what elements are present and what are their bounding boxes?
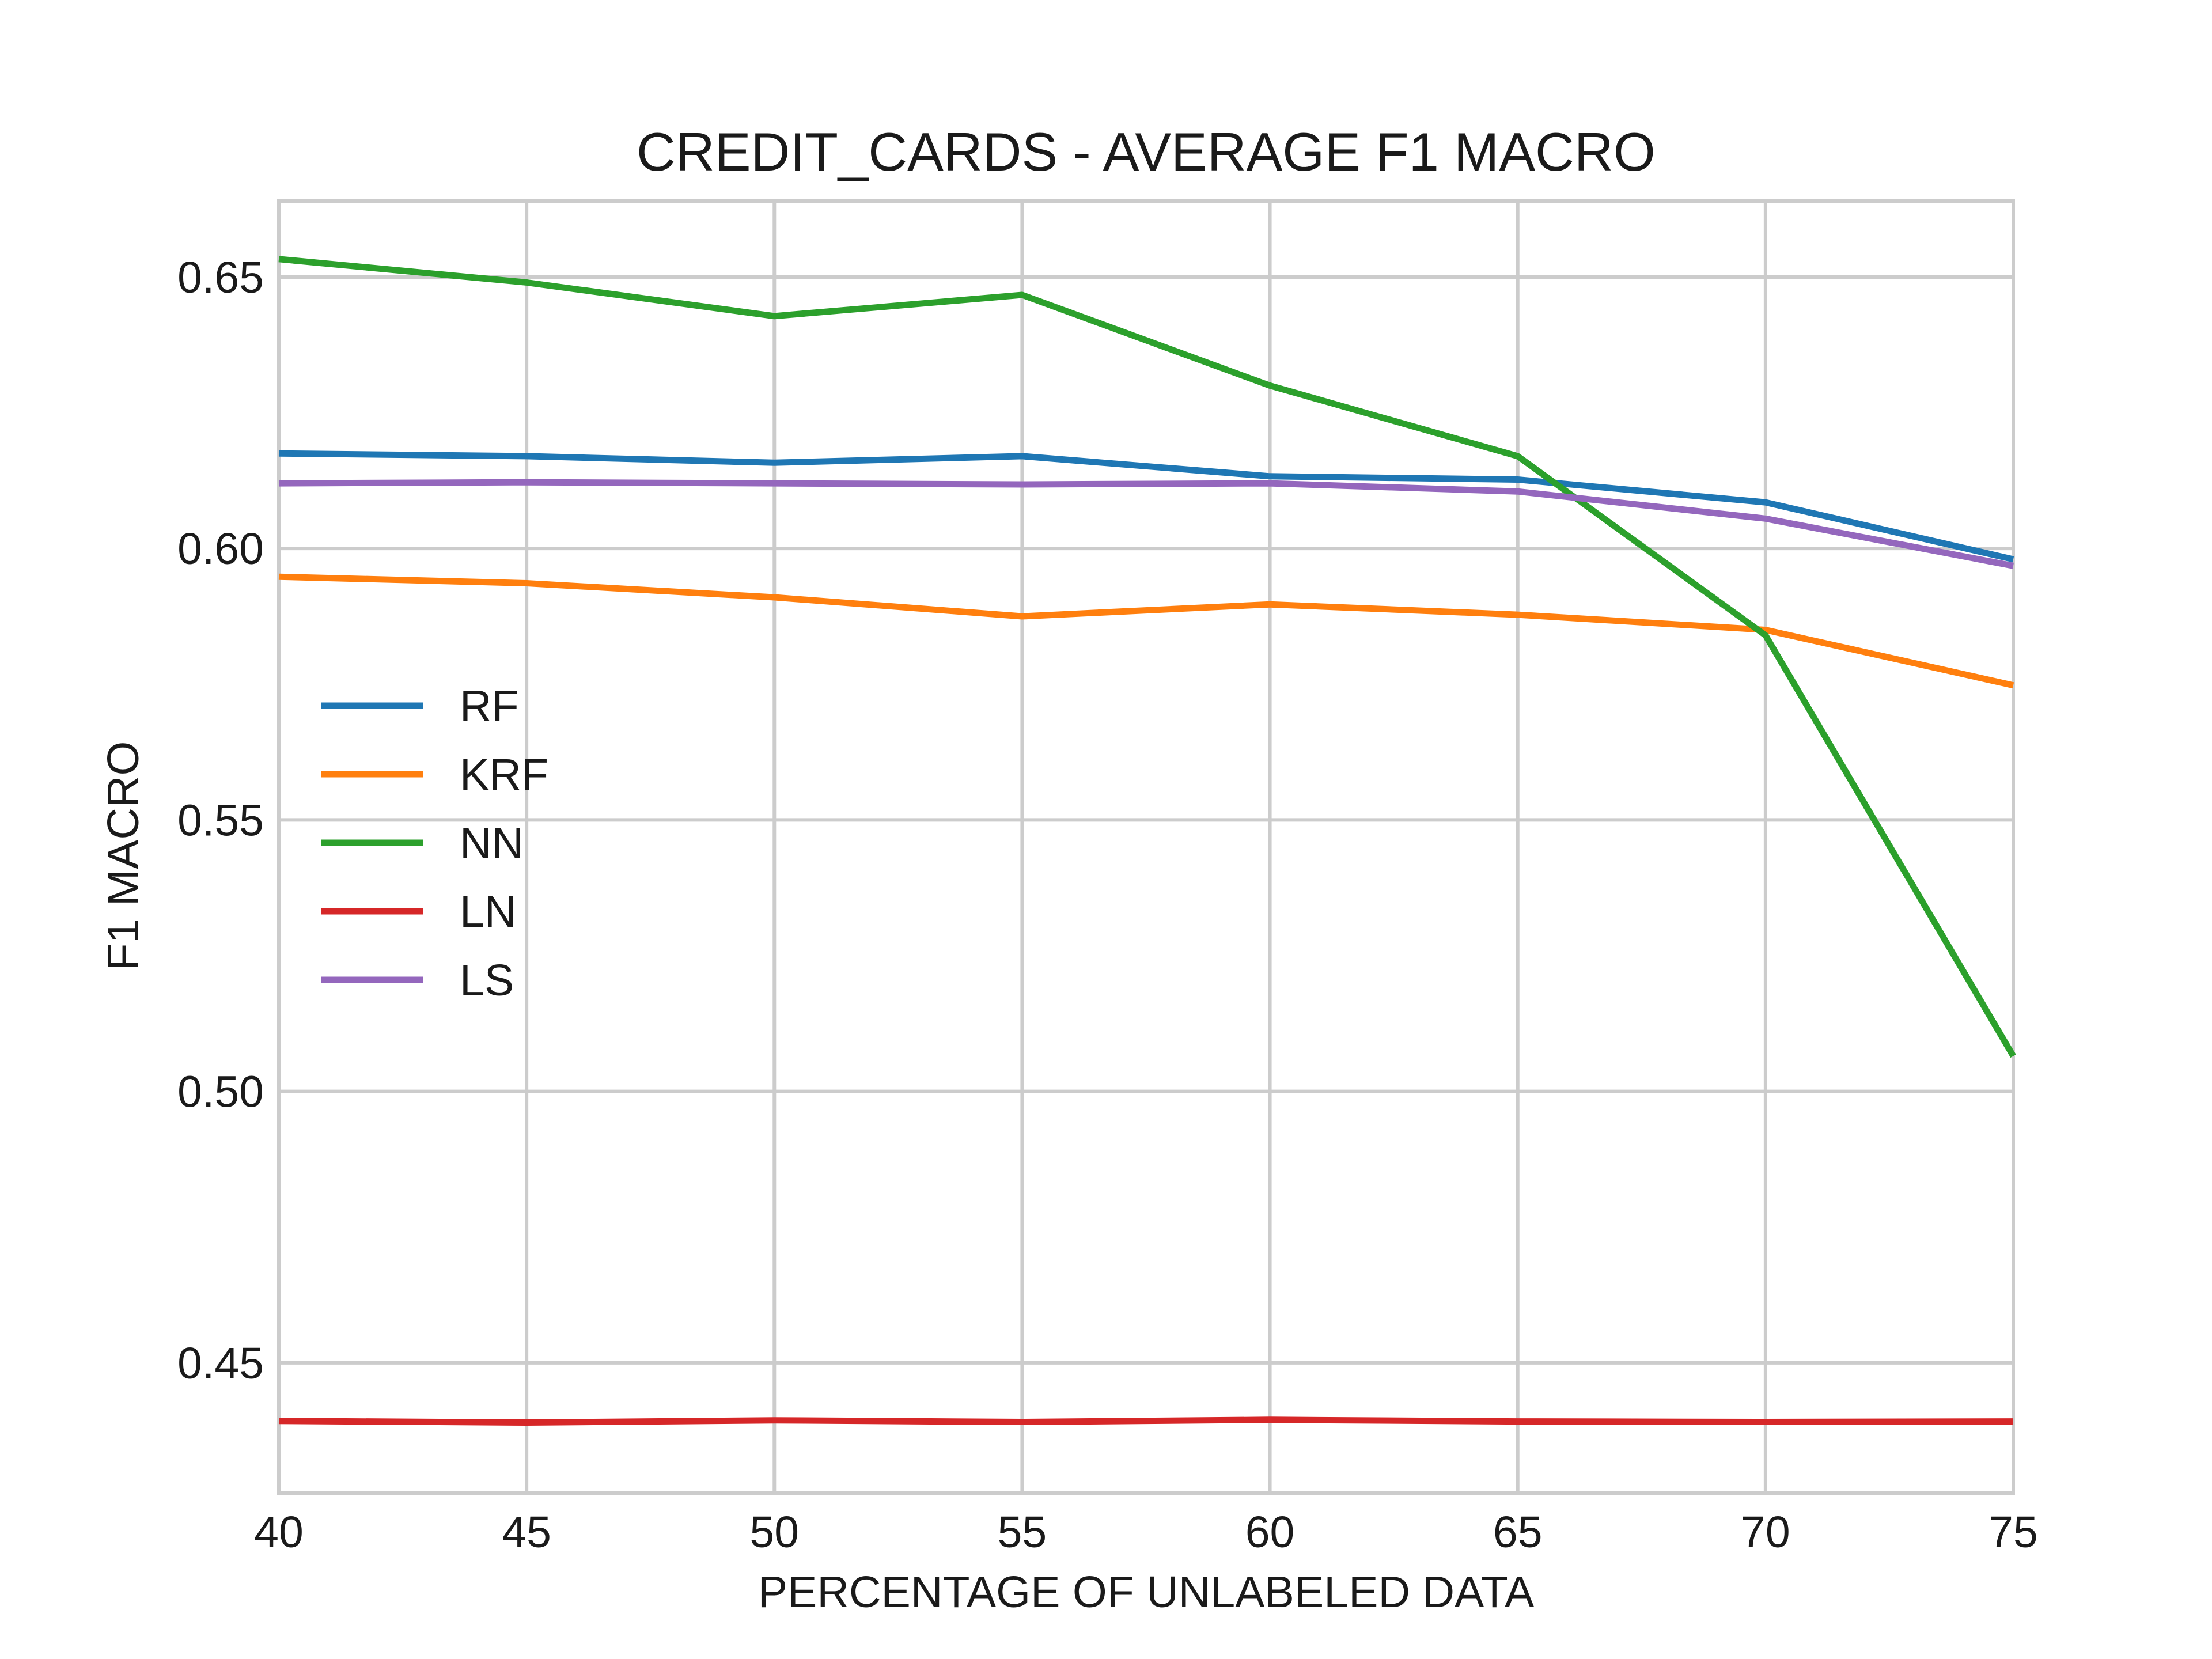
legend-label: KRF	[460, 750, 548, 800]
x-tick-label: 40	[254, 1508, 304, 1557]
legend-item-ln: LN	[321, 887, 516, 937]
x-axis-ticks: 40 45 50 55 60 65 70 75	[254, 1508, 2038, 1557]
series-line-ln	[278, 1416, 2014, 1426]
x-tick-label: 50	[749, 1508, 799, 1557]
legend-label: LN	[460, 887, 516, 937]
legend-label: NN	[460, 819, 524, 868]
series-layer	[278, 256, 2016, 1426]
series-line-ls	[278, 479, 2014, 569]
plot-frame	[277, 199, 2015, 1495]
legend-item-ls: LS	[321, 956, 514, 1005]
series-line-nn	[278, 256, 2016, 1058]
series-line-rf	[278, 450, 2014, 563]
chart-title: CREDIT_CARDS - AVERAGE F1 MACRO	[637, 122, 1656, 182]
x-axis-label: PERCENTAGE OF UNLABELED DATA	[758, 1567, 1535, 1617]
y-axis-label: F1 MACRO	[99, 741, 148, 971]
y-tick-label: 0.55	[177, 796, 264, 845]
x-tick-label: 65	[1493, 1508, 1543, 1557]
x-tick-label: 70	[1741, 1508, 1790, 1557]
legend: RF KRF NN LN LS	[321, 681, 548, 1005]
y-tick-label: 0.45	[177, 1339, 264, 1388]
x-tick-label: 75	[1988, 1508, 2038, 1557]
x-tick-label: 60	[1245, 1508, 1295, 1557]
series-line-krf	[278, 573, 2014, 689]
legend-item-krf: KRF	[321, 750, 548, 800]
x-tick-label: 45	[502, 1508, 551, 1557]
legend-label: RF	[460, 681, 519, 731]
y-tick-label: 0.60	[177, 524, 264, 574]
y-tick-label: 0.50	[177, 1067, 264, 1117]
legend-item-nn: NN	[321, 819, 524, 868]
y-axis-ticks: 0.45 0.50 0.55 0.60 0.65	[177, 253, 264, 1388]
legend-label: LS	[460, 956, 514, 1005]
y-tick-label: 0.65	[177, 253, 264, 302]
x-tick-label: 55	[998, 1508, 1047, 1557]
legend-item-rf: RF	[321, 681, 519, 731]
